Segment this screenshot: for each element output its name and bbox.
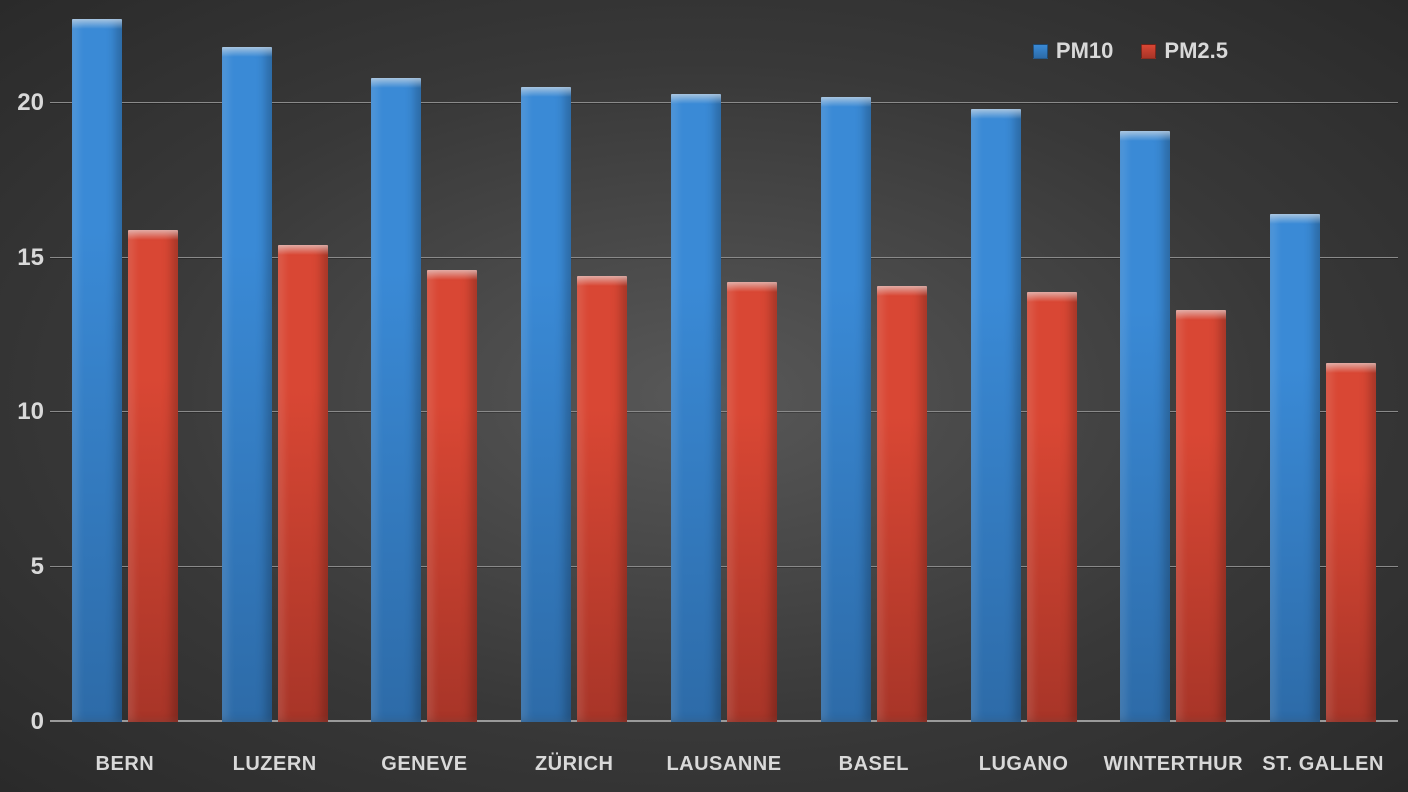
bar-pm25 (727, 282, 777, 722)
bar-pm25 (128, 230, 178, 722)
bar-group (1098, 10, 1248, 722)
x-tick-label: WINTERTHUR (1098, 753, 1248, 776)
x-axis-labels: BERNLUZERNGENEVEZÜRICHLAUSANNEBASELLUGAN… (50, 753, 1398, 776)
bar-pm25 (278, 245, 328, 722)
bar-pm10 (222, 47, 272, 722)
bar-pm25 (577, 276, 627, 722)
bar-group (799, 10, 949, 722)
plot-area: 05101520 (50, 10, 1398, 722)
bar-pm10 (72, 19, 122, 722)
bar-pm25 (1326, 363, 1376, 722)
y-tick-label: 20 (2, 89, 44, 117)
bar-group (350, 10, 500, 722)
bar-group (949, 10, 1099, 722)
bar-pm10 (821, 97, 871, 722)
bar-group (50, 10, 200, 722)
y-tick-label: 10 (2, 398, 44, 426)
x-tick-label: LUZERN (200, 753, 350, 776)
y-tick-label: 5 (2, 553, 44, 581)
x-tick-label: ST. GALLEN (1248, 753, 1398, 776)
bar-groups (50, 10, 1398, 722)
bar-pm10 (521, 87, 571, 722)
bar-pm10 (1270, 214, 1320, 722)
bar-group (1248, 10, 1398, 722)
bar-pm10 (1120, 131, 1170, 722)
bar-pm25 (1027, 292, 1077, 722)
bar-pm10 (671, 94, 721, 722)
x-tick-label: BASEL (799, 753, 949, 776)
bar-pm25 (1176, 310, 1226, 722)
y-tick-label: 0 (2, 708, 44, 736)
x-tick-label: LAUSANNE (649, 753, 799, 776)
x-tick-label: GENEVE (350, 753, 500, 776)
y-tick-label: 15 (2, 244, 44, 272)
bar-group (499, 10, 649, 722)
bar-pm25 (427, 270, 477, 722)
bar-pm10 (371, 78, 421, 722)
bar-group (649, 10, 799, 722)
x-tick-label: BERN (50, 753, 200, 776)
bar-pm25 (877, 286, 927, 722)
x-tick-label: LUGANO (949, 753, 1099, 776)
bar-group (200, 10, 350, 722)
x-tick-label: ZÜRICH (499, 753, 649, 776)
pm-bar-chart: PM10 PM2.5 05101520 BERNLUZERNGENEVEZÜRI… (0, 0, 1408, 792)
bar-pm10 (971, 109, 1021, 722)
